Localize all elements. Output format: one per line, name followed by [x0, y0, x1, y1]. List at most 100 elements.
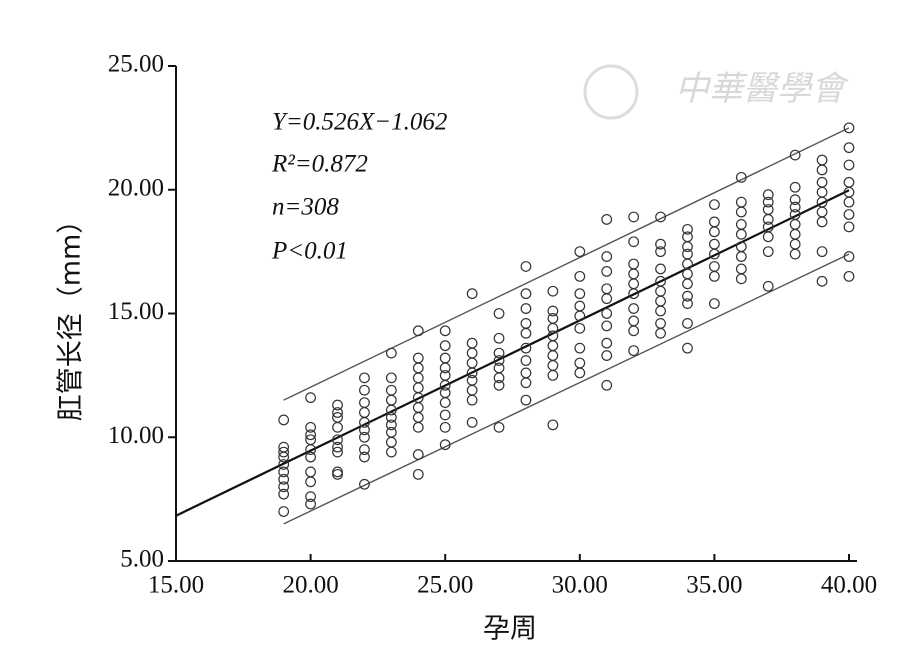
point — [682, 248, 693, 260]
point — [762, 231, 774, 243]
point — [412, 449, 424, 460]
point — [520, 342, 532, 354]
point — [547, 305, 559, 317]
point — [466, 337, 478, 349]
point — [628, 288, 640, 300]
point — [466, 347, 478, 359]
point — [278, 466, 290, 478]
point — [709, 270, 720, 282]
point — [385, 412, 397, 423]
point — [278, 414, 290, 426]
point — [709, 238, 720, 250]
point — [735, 263, 747, 275]
point — [332, 434, 343, 446]
point — [735, 251, 747, 262]
point — [843, 176, 855, 188]
point — [574, 300, 586, 312]
point — [735, 218, 747, 230]
point — [278, 481, 290, 493]
point — [574, 288, 586, 300]
point — [439, 325, 451, 337]
point — [601, 337, 613, 349]
point — [439, 352, 451, 364]
point — [843, 159, 855, 171]
point — [305, 476, 317, 488]
point — [628, 303, 640, 314]
point — [843, 142, 855, 154]
point — [305, 466, 317, 478]
point — [547, 340, 559, 352]
point — [789, 238, 801, 250]
point — [547, 313, 559, 324]
point — [601, 293, 613, 305]
point — [466, 357, 478, 369]
point — [789, 194, 801, 206]
point — [574, 246, 586, 258]
point — [601, 266, 613, 277]
point — [385, 426, 397, 438]
x-axis-title: 孕周 — [483, 614, 537, 645]
point — [816, 216, 828, 228]
point — [816, 275, 828, 287]
point — [385, 404, 397, 416]
point — [843, 221, 855, 233]
x-tick-label: 15.00 — [148, 572, 204, 599]
point — [816, 206, 828, 218]
point — [709, 248, 720, 260]
point — [305, 392, 317, 404]
point — [682, 241, 693, 253]
point — [816, 246, 828, 258]
point — [305, 498, 317, 510]
point — [682, 278, 693, 290]
point — [735, 196, 747, 208]
point — [439, 340, 451, 352]
point — [385, 394, 397, 406]
point — [305, 491, 317, 503]
point — [439, 379, 451, 391]
point — [601, 308, 613, 319]
point — [628, 345, 640, 357]
point — [789, 201, 801, 213]
point — [762, 196, 774, 208]
point — [735, 273, 747, 285]
point — [843, 209, 855, 220]
y-tick-label: 15.00 — [108, 298, 164, 325]
point — [359, 407, 370, 418]
point — [843, 270, 855, 282]
point — [547, 322, 559, 334]
point — [412, 382, 424, 394]
point — [385, 384, 397, 396]
point — [762, 214, 774, 225]
point — [466, 374, 478, 386]
point — [709, 199, 720, 211]
point — [655, 295, 666, 307]
point — [655, 246, 666, 258]
point — [547, 360, 559, 371]
point — [412, 402, 424, 413]
point — [762, 204, 774, 215]
point — [359, 397, 370, 409]
point — [332, 466, 343, 478]
point — [493, 379, 505, 391]
point — [655, 318, 666, 329]
point — [412, 412, 424, 423]
point — [359, 451, 370, 463]
point — [520, 394, 532, 406]
point — [574, 322, 586, 334]
point — [412, 372, 424, 384]
point — [682, 290, 693, 302]
point — [762, 246, 774, 258]
point — [628, 278, 640, 290]
point — [466, 394, 478, 406]
point — [628, 268, 640, 280]
point — [682, 342, 693, 354]
point — [359, 417, 370, 428]
point — [439, 362, 451, 374]
y-tick-label: 5.00 — [120, 546, 164, 573]
point — [682, 298, 693, 310]
point — [466, 417, 478, 428]
y-tick-label: 10.00 — [108, 422, 164, 449]
point — [601, 320, 613, 332]
point — [439, 439, 451, 451]
